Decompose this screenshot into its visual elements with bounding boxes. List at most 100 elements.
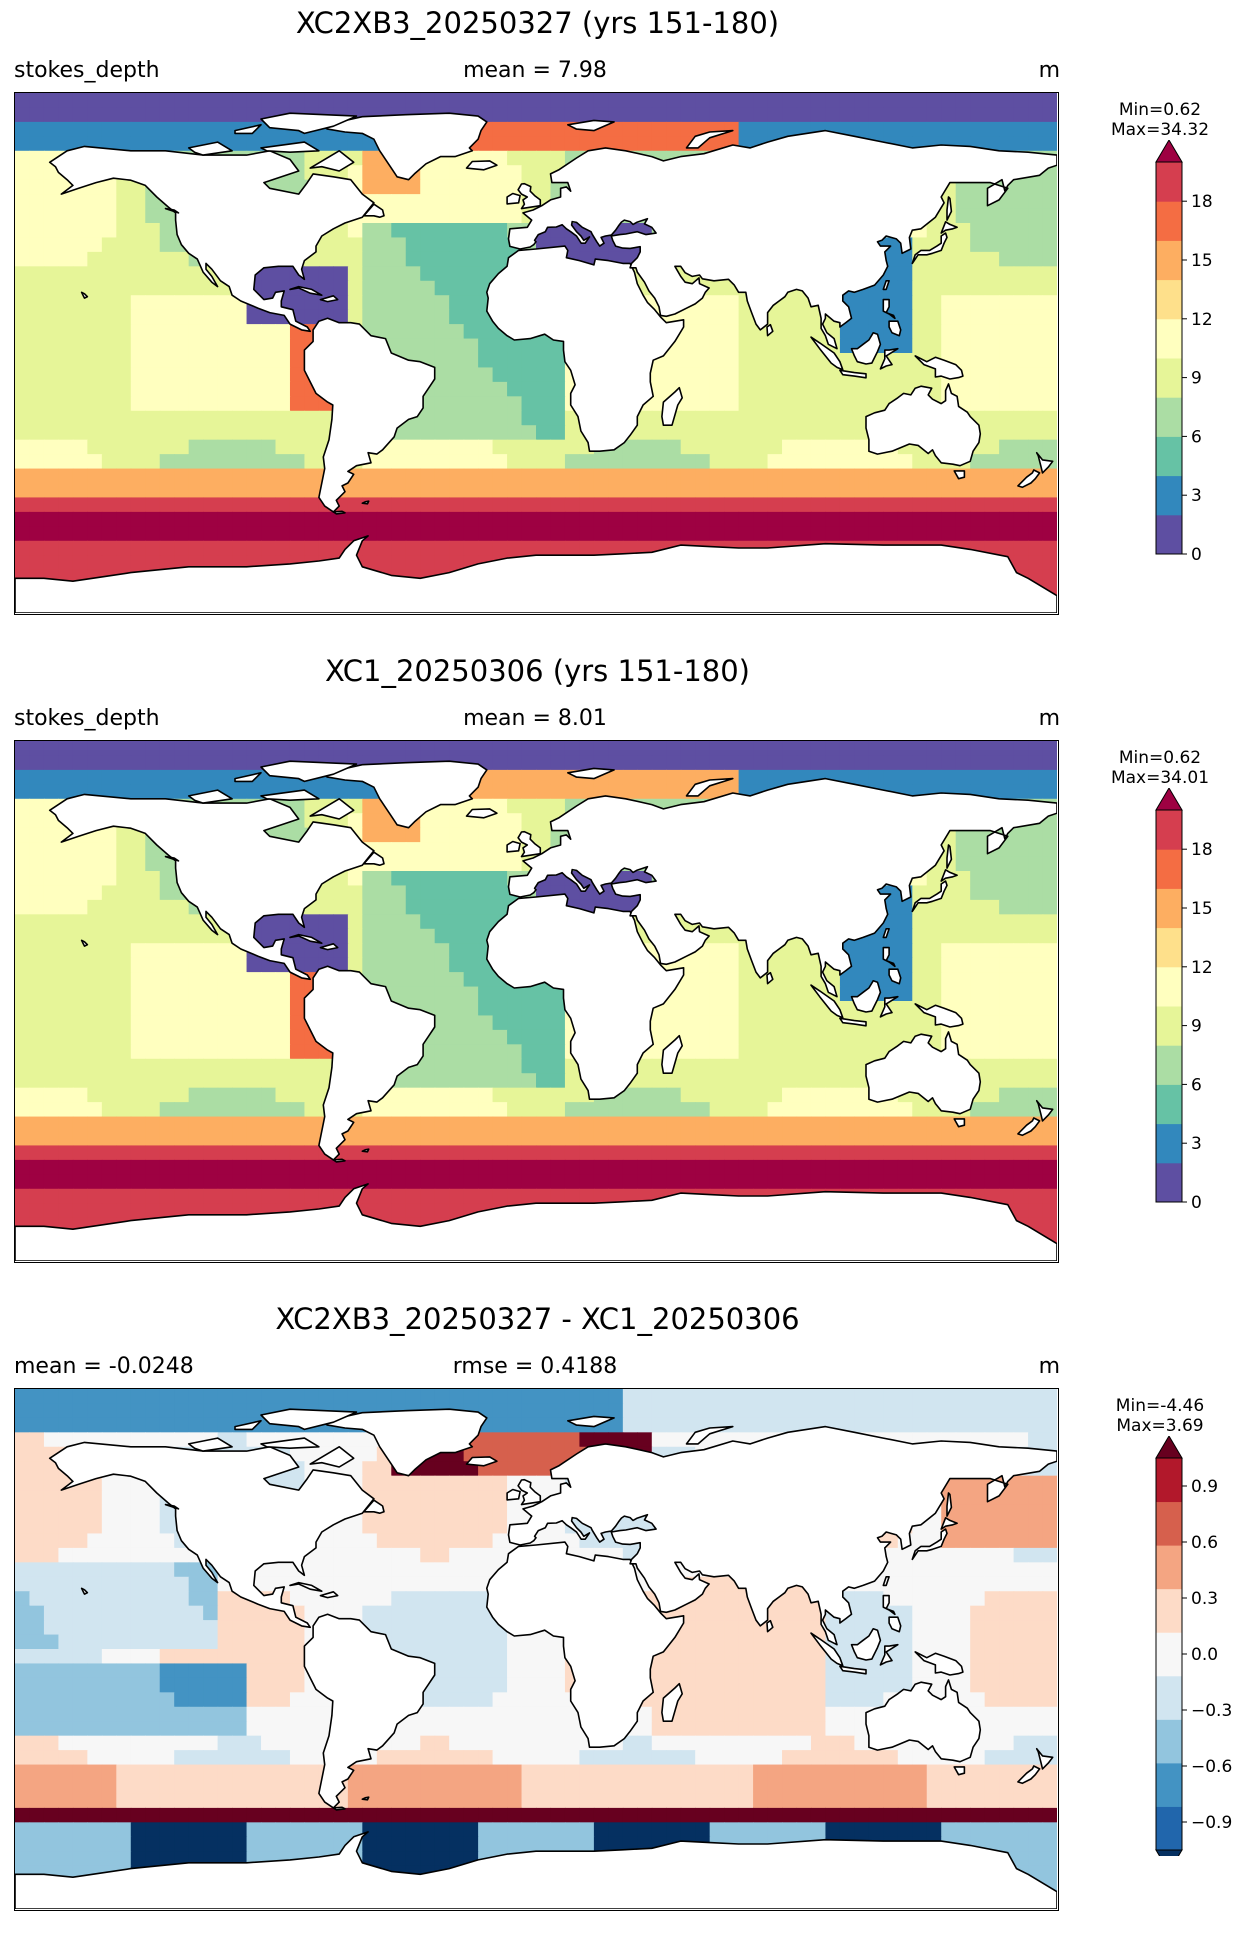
- ocean-cell: [695, 107, 711, 123]
- ocean-cell: [608, 121, 624, 137]
- ocean-cell: [347, 309, 363, 325]
- ocean-cell: [1042, 540, 1057, 556]
- ocean-cell: [796, 1029, 812, 1045]
- ocean-cell: [275, 1001, 291, 1017]
- ocean-cell: [463, 972, 479, 988]
- ocean-cell: [420, 237, 436, 253]
- ocean-cell: [434, 1116, 450, 1132]
- ocean-cell: [1028, 1174, 1044, 1190]
- ocean-cell: [15, 1145, 31, 1161]
- ocean-cell: [391, 526, 407, 542]
- ocean-cell: [376, 324, 392, 340]
- ocean-cell: [449, 511, 465, 527]
- ocean-cell: [507, 136, 523, 152]
- ocean-cell: [839, 410, 855, 426]
- ocean-cell: [550, 381, 566, 397]
- ocean-cell: [217, 943, 233, 959]
- ocean-cell: [709, 483, 725, 499]
- ocean-cell: [651, 511, 667, 527]
- ocean-cell: [810, 511, 827, 527]
- ocean-cell: [999, 1029, 1015, 1045]
- ocean-cell: [1013, 1001, 1029, 1017]
- ocean-cell: [507, 454, 523, 470]
- ocean-cell: [478, 741, 494, 757]
- ocean-cell: [232, 1116, 248, 1132]
- ocean-cell: [87, 410, 103, 426]
- ocean-cell: [941, 251, 957, 267]
- ocean-cell: [926, 121, 942, 137]
- ocean-cell: [955, 526, 971, 542]
- ocean-cell: [159, 972, 175, 988]
- ocean-cell: [29, 165, 45, 181]
- ocean-cell: [1013, 1044, 1029, 1060]
- ocean-cell: [246, 957, 262, 973]
- ocean-cell: [362, 914, 378, 930]
- ocean-cell: [782, 309, 798, 325]
- ocean-cell: [622, 755, 638, 771]
- ocean-cell: [217, 338, 233, 354]
- colorbar-segment: [1156, 397, 1182, 437]
- ocean-cell: [101, 1087, 117, 1103]
- ocean-cell: [695, 497, 711, 513]
- ocean-cell: [434, 957, 450, 973]
- ocean-cell: [753, 1015, 769, 1031]
- ocean-cell: [680, 1058, 696, 1074]
- ocean-cell: [622, 1159, 638, 1175]
- ocean-cell: [391, 1116, 407, 1132]
- ocean-cell: [261, 1174, 277, 1190]
- ocean-cell: [767, 107, 783, 123]
- ocean-cell: [58, 957, 74, 973]
- ocean-cell: [420, 1145, 436, 1161]
- ocean-cell: [897, 497, 913, 513]
- ocean-cell: [680, 1044, 696, 1060]
- ocean-cell: [753, 755, 769, 771]
- ocean-cell: [521, 165, 537, 181]
- ocean-cell: [203, 425, 219, 441]
- ocean-cell: [58, 1015, 74, 1031]
- ocean-cell: [999, 223, 1015, 239]
- ocean-cell: [796, 338, 812, 354]
- ocean-cell: [622, 107, 638, 123]
- ocean-cell: [680, 1001, 696, 1017]
- ocean-cell: [275, 526, 291, 542]
- ocean-cell: [246, 1058, 262, 1074]
- ocean-cell: [420, 165, 436, 181]
- ocean-cell: [58, 1145, 74, 1161]
- ocean-cell: [478, 885, 494, 901]
- ocean-cell: [29, 1131, 45, 1147]
- ocean-cell: [984, 381, 1000, 397]
- ocean-cell: [941, 121, 957, 137]
- ocean-cell: [188, 439, 204, 455]
- ocean-cell: [29, 194, 45, 210]
- ocean-cell: [926, 324, 942, 340]
- ocean-cell: [955, 251, 971, 267]
- ocean-cell: [116, 396, 132, 412]
- ocean-cell: [507, 165, 523, 181]
- ocean-cell: [420, 179, 436, 195]
- ocean-cell: [492, 1131, 508, 1147]
- ocean-cell: [651, 483, 667, 499]
- ocean-cell: [405, 972, 421, 988]
- ocean-cell: [767, 367, 783, 383]
- ocean-cell: [1042, 266, 1057, 282]
- variable-label: stokes_depth: [14, 58, 160, 83]
- ocean-cell: [912, 454, 928, 470]
- ocean-cell: [347, 943, 363, 959]
- ocean-cell: [912, 957, 928, 973]
- ocean-cell: [434, 1015, 450, 1031]
- colorbar-tick-label: 18: [1191, 192, 1213, 212]
- ocean-cell: [738, 1102, 754, 1118]
- ocean-cell: [174, 425, 190, 441]
- ocean-cell: [695, 1087, 711, 1103]
- ocean-cell: [29, 338, 45, 354]
- ocean-cell: [854, 1174, 870, 1190]
- ocean-cell: [999, 396, 1015, 412]
- ocean-cell: [1042, 425, 1057, 441]
- ocean-cell: [217, 454, 233, 470]
- ocean-cell: [868, 1131, 884, 1147]
- ocean-cell: [593, 1174, 609, 1190]
- ocean-cell: [116, 957, 132, 973]
- ocean-cell: [145, 410, 161, 426]
- ocean-cell: [695, 439, 711, 455]
- ocean-cell: [434, 483, 450, 499]
